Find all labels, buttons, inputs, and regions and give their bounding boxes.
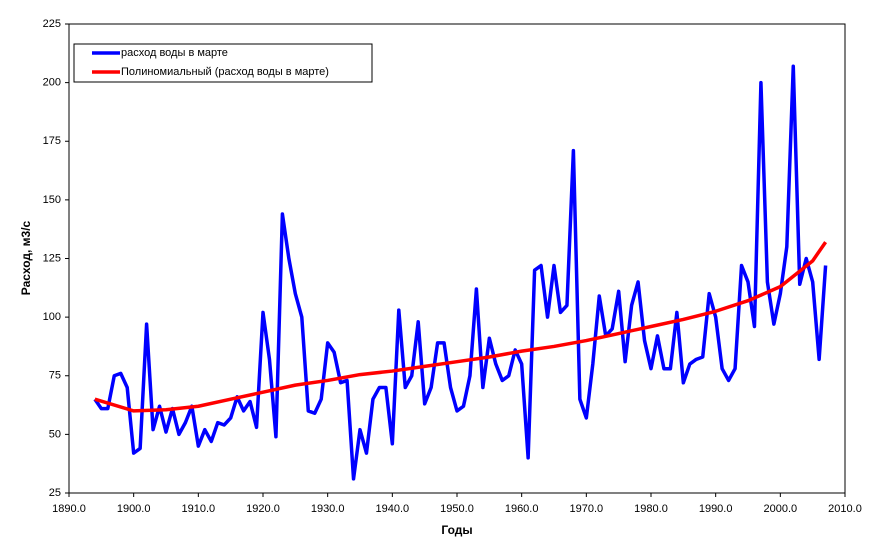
legend-label: Полиномиальный (расход воды в марте) [121,66,329,78]
legend-label: расход воды в марте [121,47,228,59]
series-line [94,241,828,413]
x-tick-label: 1940.0 [376,503,410,515]
x-tick-label: 1950.0 [440,503,474,515]
y-tick-label: 150 [43,194,61,206]
x-tick-label: 1910.0 [182,503,216,515]
x-tick-label: 2000.0 [764,503,798,515]
y-tick-label: 125 [43,252,61,264]
x-tick-label: 1900.0 [117,503,151,515]
x-axis-title: Годы [441,523,472,537]
y-tick-label: 100 [43,311,61,323]
series-line [93,64,828,481]
x-tick-label: 1890.0 [52,503,86,515]
y-tick-label: 175 [43,135,61,147]
x-tick-label: 1980.0 [634,503,668,515]
x-tick-label: 1960.0 [505,503,539,515]
y-tick-label: 75 [49,370,61,382]
x-tick-label: 1990.0 [699,503,733,515]
legend-box [73,43,373,83]
y-tick-label: 200 [43,77,61,89]
x-tick-label: 1970.0 [570,503,604,515]
x-tick-label: 1920.0 [246,503,280,515]
y-tick-label: 225 [43,18,61,30]
y-tick-label: 50 [49,428,61,440]
y-axis-title: Расход, м3/с [19,220,33,295]
x-tick-label: 2010.0 [828,503,862,515]
x-tick-label: 1930.0 [311,503,345,515]
y-tick-label: 25 [49,487,61,499]
